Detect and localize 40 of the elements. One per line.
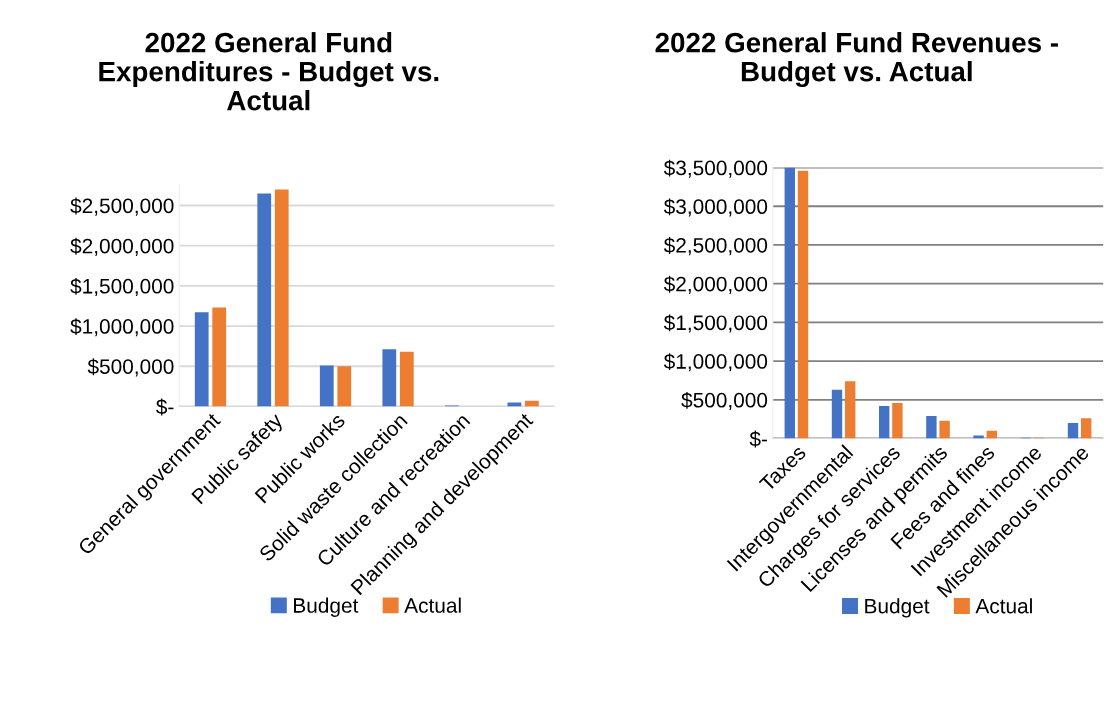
- bar: [382, 349, 397, 407]
- y-tick-label: $500,000: [681, 391, 768, 410]
- bar: [507, 402, 522, 407]
- bar: [831, 389, 843, 439]
- bar: [845, 381, 856, 439]
- y-tick-label: $1,500,000: [663, 314, 768, 333]
- chart-title: 2022 General Fund Expenditures - Budget vs. Actual: [99, 32, 439, 111]
- bar: [939, 420, 950, 439]
- bar: [1081, 418, 1092, 439]
- bar: [973, 435, 984, 439]
- bar: [797, 170, 809, 439]
- y-tick-label: $1,000,000: [663, 353, 768, 372]
- bar: [525, 400, 539, 407]
- bar: [784, 167, 795, 439]
- y-tick-label: $2,500,000: [70, 197, 174, 216]
- bar: [892, 402, 903, 439]
- y-tick-label: $-: [156, 398, 174, 416]
- y-tick-label: $2,000,000: [70, 237, 174, 256]
- bar: [399, 351, 414, 407]
- bar: [194, 312, 209, 407]
- chart-title: 2022 General Fund Revenues - Budget vs. Actual: [655, 32, 1058, 88]
- y-tick-label: $3,000,000: [663, 198, 768, 217]
- bar: [1067, 423, 1079, 439]
- y-tick-label: $1,000,000: [70, 318, 174, 337]
- bar: [212, 307, 227, 407]
- y-tick-label: $2,500,000: [663, 237, 768, 256]
- y-tick-label: $500,000: [87, 358, 174, 377]
- legend-label: Actual: [975, 598, 1032, 614]
- y-tick-label: $2,000,000: [663, 275, 768, 294]
- legend-label: Budget: [294, 597, 359, 617]
- legend-label: Budget: [865, 598, 930, 618]
- bar: [879, 405, 890, 439]
- bar: [926, 416, 937, 439]
- bar: [319, 365, 334, 407]
- legend-label: Actual: [404, 597, 461, 613]
- y-tick-label: $3,500,000: [663, 159, 768, 178]
- bar: [337, 366, 352, 407]
- bar: [274, 189, 289, 407]
- y-tick-label: $1,500,000: [70, 277, 174, 297]
- bar: [257, 193, 272, 407]
